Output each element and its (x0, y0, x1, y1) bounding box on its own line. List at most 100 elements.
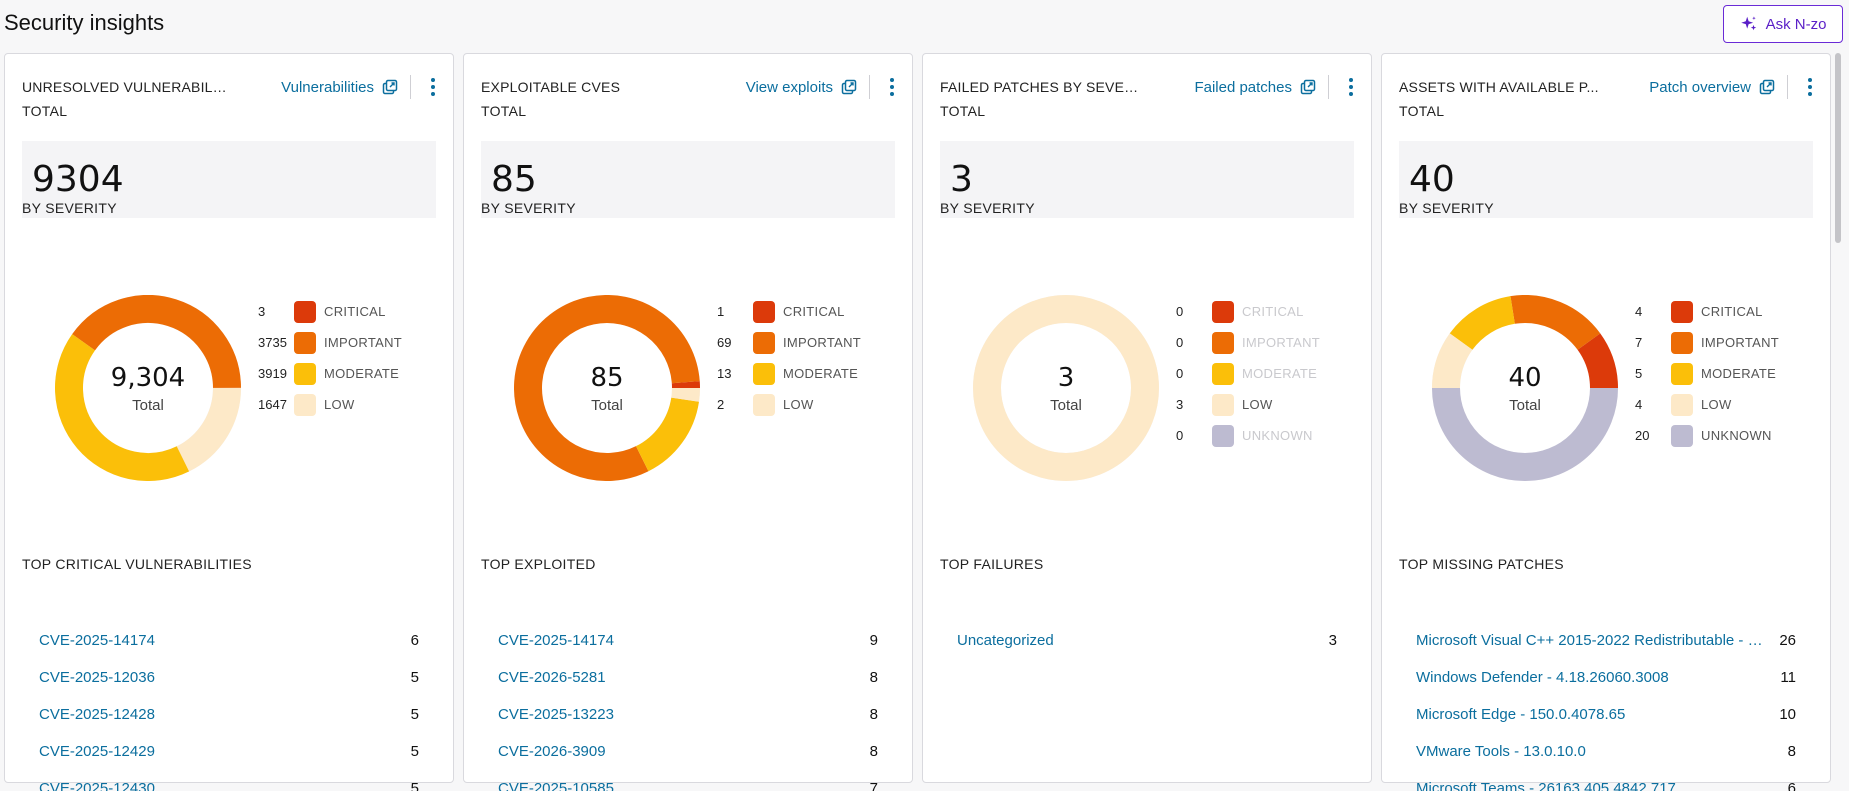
severity-legend: 0 CRITICAL 0 IMPORTANT 0 MODERATE 3 LOW 0 UNKNOWN (1176, 296, 1320, 451)
list-item-link[interactable]: Windows Defender - 4.18.26060.3008 (1416, 669, 1669, 686)
card-view-link[interactable]: Patch overview (1649, 79, 1775, 96)
donut-segment-important[interactable] (1510, 295, 1601, 351)
list-item-count: 10 (1779, 706, 1796, 723)
legend-item-critical[interactable]: 3 CRITICAL (258, 296, 402, 327)
legend-count: 0 (1176, 304, 1184, 319)
legend-label: LOW (783, 397, 814, 412)
list-item-count: 8 (869, 669, 878, 686)
legend-swatch (1212, 393, 1234, 416)
legend-item-moderate[interactable]: 13 MODERATE (717, 358, 861, 389)
legend-item-critical[interactable]: 4 CRITICAL (1635, 296, 1779, 327)
card-view-link-label: Patch overview (1649, 78, 1751, 96)
legend-item-unknown[interactable]: 0 UNKNOWN (1176, 420, 1320, 451)
legend-item-important[interactable]: 0 IMPORTANT (1176, 327, 1320, 358)
donut-segment-unknown[interactable] (1432, 387, 1618, 481)
list-item: CVE-2025-12429 5 (22, 733, 436, 770)
more-options-icon[interactable] (884, 75, 900, 99)
list-item-link[interactable]: CVE-2025-12036 (39, 669, 155, 686)
legend-label: IMPORTANT (783, 335, 862, 350)
external-link-icon (1759, 79, 1775, 95)
list-item-link[interactable]: CVE-2025-13223 (498, 706, 614, 723)
legend-item-moderate[interactable]: 3919 MODERATE (258, 358, 402, 389)
list-item-link[interactable]: CVE-2025-12429 (39, 743, 155, 760)
donut-segment-important[interactable] (514, 295, 700, 481)
list-item-count: 7 (869, 780, 878, 791)
list-item-link[interactable]: CVE-2026-5281 (498, 669, 606, 686)
list-item-link[interactable]: CVE-2025-12428 (39, 706, 155, 723)
donut-segment-low[interactable] (1432, 333, 1473, 389)
legend-item-low[interactable]: 4 LOW (1635, 389, 1779, 420)
list-item-link[interactable]: CVE-2025-12430 (39, 780, 155, 791)
donut-segment-important[interactable] (72, 295, 241, 389)
list-item-link[interactable]: Microsoft Teams - 26163.405.4842.717 (1416, 780, 1676, 791)
list-item: Microsoft Visual C++ 2015-2022 Redistrib… (1399, 622, 1813, 659)
list-item-count: 6 (410, 632, 419, 649)
legend-item-important[interactable]: 69 IMPORTANT (717, 327, 861, 358)
page-header: Security insights Ask N-zo (0, 0, 1849, 50)
scrollbar-thumb[interactable] (1835, 53, 1841, 243)
legend-label: IMPORTANT (1242, 335, 1321, 350)
list-item-count: 8 (869, 743, 878, 760)
donut-segment-low[interactable] (176, 387, 241, 472)
legend-item-low[interactable]: 2 LOW (717, 389, 861, 420)
total-label: TOTAL (22, 103, 68, 119)
list-item-link[interactable]: Microsoft Edge - 150.0.4078.65 (1416, 706, 1626, 723)
list-item-count: 26 (1779, 632, 1796, 649)
list-item-count: 5 (410, 780, 419, 791)
header-divider (410, 75, 411, 99)
legend-item-important[interactable]: 3735 IMPORTANT (258, 327, 402, 358)
card-view-link[interactable]: View exploits (746, 79, 857, 96)
more-options-icon[interactable] (1802, 75, 1818, 99)
by-severity-label: BY SEVERITY (481, 200, 576, 216)
legend-item-unknown[interactable]: 20 UNKNOWN (1635, 420, 1779, 451)
list-item-link[interactable]: CVE-2025-14174 (39, 632, 155, 649)
donut-segment-critical[interactable] (1577, 333, 1618, 389)
list-item-link[interactable]: CVE-2026-3909 (498, 743, 606, 760)
page-scrollbar[interactable] (1833, 53, 1843, 783)
legend-label: MODERATE (783, 366, 859, 381)
card-view-link-label: View exploits (745, 78, 833, 96)
page-title: Security insights (4, 10, 165, 35)
legend-count: 1647 (258, 397, 287, 412)
legend-swatch (1671, 393, 1693, 416)
card-view-link[interactable]: Vulnerabilities (281, 79, 398, 96)
more-options-icon[interactable] (425, 75, 441, 99)
list-item: CVE-2026-5281 8 (481, 659, 895, 696)
legend-swatch (294, 331, 316, 354)
card-title: EXPLOITABLE CVES (481, 79, 621, 95)
legend-item-critical[interactable]: 0 CRITICAL (1176, 296, 1320, 327)
list-item: CVE-2025-12428 5 (22, 696, 436, 733)
more-options-icon[interactable] (1343, 75, 1359, 99)
list-item-link[interactable]: CVE-2025-10585 (498, 780, 614, 791)
ask-nzo-button[interactable]: Ask N-zo (1723, 5, 1843, 43)
list-item-link[interactable]: Microsoft Visual C++ 2015-2022 Redistrib… (1416, 632, 1767, 649)
legend-item-low[interactable]: 3 LOW (1176, 389, 1320, 420)
card-view-link[interactable]: Failed patches (1194, 79, 1316, 96)
legend-item-moderate[interactable]: 0 MODERATE (1176, 358, 1320, 389)
legend-item-low[interactable]: 1647 LOW (258, 389, 402, 420)
legend-label: IMPORTANT (1701, 335, 1780, 350)
total-value: 3 (940, 141, 1354, 218)
list-item: Windows Defender - 4.18.26060.3008 11 (1399, 659, 1813, 696)
top-list-label: TOP FAILURES (940, 556, 1044, 572)
donut-segment-moderate[interactable] (55, 334, 190, 481)
legend-count: 0 (1176, 366, 1184, 381)
legend-item-critical[interactable]: 1 CRITICAL (717, 296, 861, 327)
list-item-link[interactable]: VMware Tools - 13.0.10.0 (1416, 743, 1586, 760)
top-list-label: TOP EXPLOITED (481, 556, 596, 572)
donut-segment-moderate[interactable] (1449, 296, 1516, 351)
card-view-link-label: Failed patches (1194, 78, 1292, 96)
list-item-link[interactable]: CVE-2025-14174 (498, 632, 614, 649)
legend-item-moderate[interactable]: 5 MODERATE (1635, 358, 1779, 389)
legend-item-important[interactable]: 7 IMPORTANT (1635, 327, 1779, 358)
donut-segment-low[interactable] (671, 387, 700, 402)
list-item: CVE-2025-14174 6 (22, 622, 436, 659)
legend-swatch (1212, 300, 1234, 323)
card-header: FAILED PATCHES BY SEVERI... Failed patch… (940, 72, 1359, 102)
donut-segment-low[interactable] (973, 295, 1159, 481)
list-item: Microsoft Edge - 150.0.4078.65 10 (1399, 696, 1813, 733)
list-item-link[interactable]: Uncategorized (957, 632, 1054, 649)
card-header: UNRESOLVED VULNERABILI... Vulnerabilitie… (22, 72, 441, 102)
card-header: EXPLOITABLE CVES View exploits (481, 72, 900, 102)
donut-segment-moderate[interactable] (635, 397, 699, 472)
